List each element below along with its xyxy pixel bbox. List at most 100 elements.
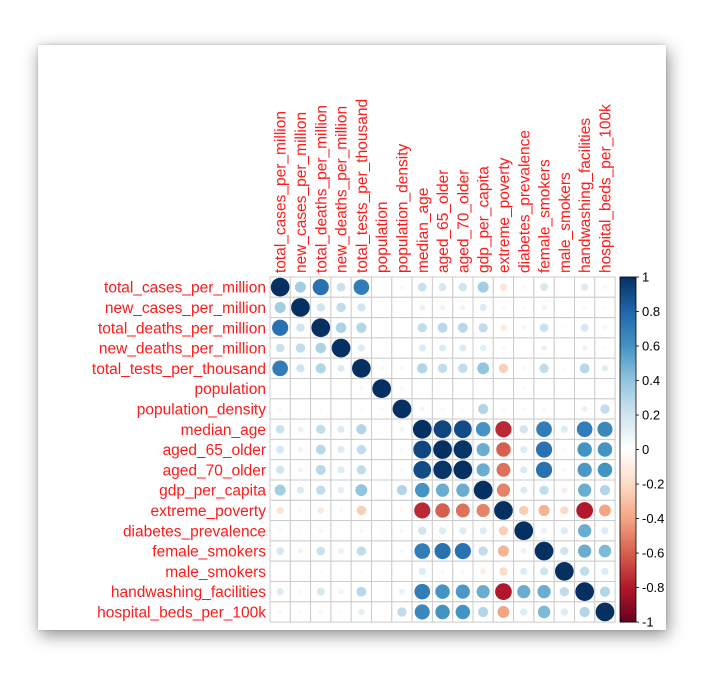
- column-label: total_cases_per_million: [273, 111, 290, 273]
- correlation-circle: [380, 529, 384, 533]
- chart-card: total_cases_per_million new_cases_per_mil…: [38, 45, 666, 630]
- correlation-circle: [539, 323, 549, 333]
- correlation-circle: [315, 342, 327, 354]
- correlation-circle: [291, 298, 310, 317]
- correlation-circle: [380, 347, 383, 349]
- correlation-circle: [316, 424, 326, 434]
- correlation-circle: [578, 544, 592, 558]
- correlation-circle: [497, 545, 509, 557]
- correlation-circle: [353, 279, 370, 295]
- correlation-circle: [379, 406, 384, 412]
- colorbar-tick-label: 0.2: [642, 408, 660, 423]
- correlation-circle: [414, 583, 431, 600]
- row-label: male_smokers: [165, 564, 266, 581]
- correlation-circle: [433, 440, 452, 459]
- correlation-circle: [562, 467, 567, 472]
- correlation-circle: [319, 387, 323, 390]
- colorbar-tick-label: 0.4: [642, 373, 660, 388]
- correlation-circle: [435, 604, 450, 620]
- correlation-circle: [418, 344, 426, 352]
- correlation-circle: [298, 529, 303, 533]
- correlation-circle: [522, 305, 526, 310]
- correlation-circle: [581, 283, 589, 291]
- correlation-circle: [319, 569, 323, 573]
- correlation-circle: [276, 445, 285, 454]
- correlation-circle: [357, 303, 366, 312]
- correlation-circle: [477, 362, 490, 375]
- column-label: female_smokers: [537, 159, 554, 273]
- colorbar-tick-label: 1: [642, 270, 649, 285]
- correlation-circle: [400, 346, 404, 350]
- row-label: median_age: [181, 422, 266, 439]
- correlation-circle: [479, 303, 487, 312]
- correlation-circle: [496, 483, 511, 497]
- correlation-circle: [417, 282, 427, 292]
- correlation-circle: [299, 387, 302, 390]
- column-label: gdp_per_capita: [476, 166, 493, 273]
- correlation-circle: [337, 445, 345, 454]
- row-label: aged_65_older: [163, 442, 266, 459]
- row-label: handwashing_facilities: [111, 584, 266, 601]
- correlation-circle: [541, 406, 547, 412]
- colorbar-tick-label: -1: [642, 615, 654, 630]
- correlation-circle: [498, 363, 509, 374]
- correlation-circle: [520, 466, 528, 474]
- correlation-circle: [578, 524, 592, 538]
- correlation-circle: [597, 462, 613, 478]
- correlation-circle: [476, 442, 490, 457]
- correlation-circle: [561, 487, 568, 494]
- correlation-circle: [316, 546, 326, 556]
- correlation-circle: [496, 462, 511, 477]
- row-label: total_deaths_per_million: [98, 320, 266, 337]
- correlation-circle: [357, 344, 365, 352]
- correlation-circle: [396, 485, 408, 496]
- correlation-circle: [603, 305, 607, 310]
- correlation-circle: [582, 345, 588, 351]
- correlation-circle: [459, 344, 467, 352]
- correlation-circle: [380, 306, 383, 309]
- correlation-circle: [380, 590, 383, 593]
- correlation-circle: [559, 586, 570, 597]
- correlation-circle: [435, 503, 450, 518]
- correlation-circle: [500, 324, 507, 331]
- column-label: total_deaths_per_million: [313, 105, 330, 273]
- correlation-circle: [400, 326, 404, 330]
- correlation-circle: [461, 387, 465, 390]
- correlation-circle: [358, 608, 365, 616]
- correlation-circle: [380, 468, 383, 472]
- correlation-circle: [477, 281, 489, 293]
- correlation-circle: [514, 521, 534, 541]
- correlation-circle: [563, 387, 566, 390]
- correlation-circle: [478, 403, 489, 415]
- correlation-circle: [297, 426, 304, 433]
- correlation-circle: [541, 345, 548, 352]
- correlation-circle: [583, 387, 586, 390]
- correlation-circle: [517, 585, 531, 599]
- correlation-circle: [458, 282, 468, 292]
- correlation-circle: [272, 360, 288, 377]
- row-label: extreme_poverty: [151, 503, 267, 520]
- correlation-circle: [397, 607, 407, 617]
- correlation-circle: [316, 303, 325, 312]
- correlation-circle: [315, 444, 326, 455]
- correlation-circle: [537, 605, 551, 619]
- correlation-circle: [298, 589, 303, 594]
- correlation-circle: [579, 606, 590, 618]
- correlation-circle: [356, 586, 367, 597]
- correlation-circle: [560, 527, 568, 535]
- correlation-circle: [453, 460, 473, 480]
- correlation-circle: [501, 345, 506, 351]
- correlation-circle: [272, 319, 289, 336]
- correlation-circle: [418, 526, 427, 535]
- correlation-circle: [599, 485, 611, 496]
- correlation-circle: [537, 585, 551, 599]
- row-label: population_density: [137, 401, 267, 418]
- column-label: new_deaths_per_million: [334, 106, 351, 273]
- correlation-circle: [299, 407, 302, 411]
- correlation-circle: [296, 323, 305, 332]
- correlation-circle: [440, 569, 445, 574]
- correlation-circle: [601, 567, 609, 575]
- correlation-circle: [453, 440, 473, 459]
- correlation-circle: [352, 359, 371, 378]
- correlation-circle: [316, 587, 325, 596]
